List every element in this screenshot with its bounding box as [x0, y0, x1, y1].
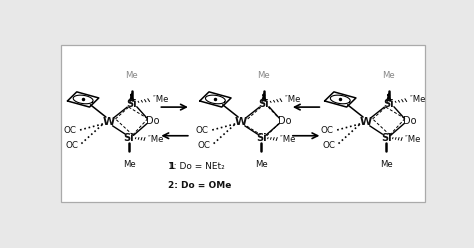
- Text: OC: OC: [64, 126, 76, 135]
- Text: Me: Me: [380, 160, 392, 169]
- Text: Me: Me: [383, 71, 395, 80]
- Text: OC: OC: [320, 126, 334, 135]
- Text: Si: Si: [381, 133, 392, 143]
- Text: 2: Do = OMe: 2: Do = OMe: [168, 181, 231, 190]
- Text: OC: OC: [196, 126, 209, 135]
- Text: OC: OC: [323, 141, 336, 150]
- Text: Do: Do: [403, 116, 417, 126]
- Text: ′′Me: ′′Me: [153, 95, 169, 104]
- Text: Me: Me: [257, 71, 270, 80]
- Text: Me: Me: [123, 160, 136, 169]
- Text: OC: OC: [198, 141, 211, 150]
- Text: Me: Me: [255, 160, 268, 169]
- Text: Si: Si: [256, 133, 266, 143]
- Text: Me: Me: [125, 71, 138, 80]
- Text: Si: Si: [124, 133, 134, 143]
- Text: Do: Do: [146, 116, 160, 126]
- Text: W: W: [235, 117, 247, 127]
- Text: W: W: [360, 117, 372, 127]
- Text: ′′Me: ′′Me: [280, 135, 297, 144]
- Text: Si: Si: [258, 99, 269, 109]
- Text: ′′Me: ′′Me: [410, 95, 426, 104]
- Text: OC: OC: [66, 141, 79, 150]
- Text: ′′Me: ′′Me: [148, 135, 164, 144]
- Text: Do: Do: [278, 116, 292, 126]
- Text: 1: 1: [168, 162, 174, 171]
- Text: ′′Me: ′′Me: [285, 95, 301, 104]
- Text: 1: Do = NEt₂: 1: Do = NEt₂: [168, 162, 224, 171]
- Text: Si: Si: [126, 99, 137, 109]
- FancyBboxPatch shape: [61, 45, 425, 202]
- Text: Si: Si: [383, 99, 394, 109]
- Text: ′′Me: ′′Me: [405, 135, 421, 144]
- Text: W: W: [103, 117, 115, 127]
